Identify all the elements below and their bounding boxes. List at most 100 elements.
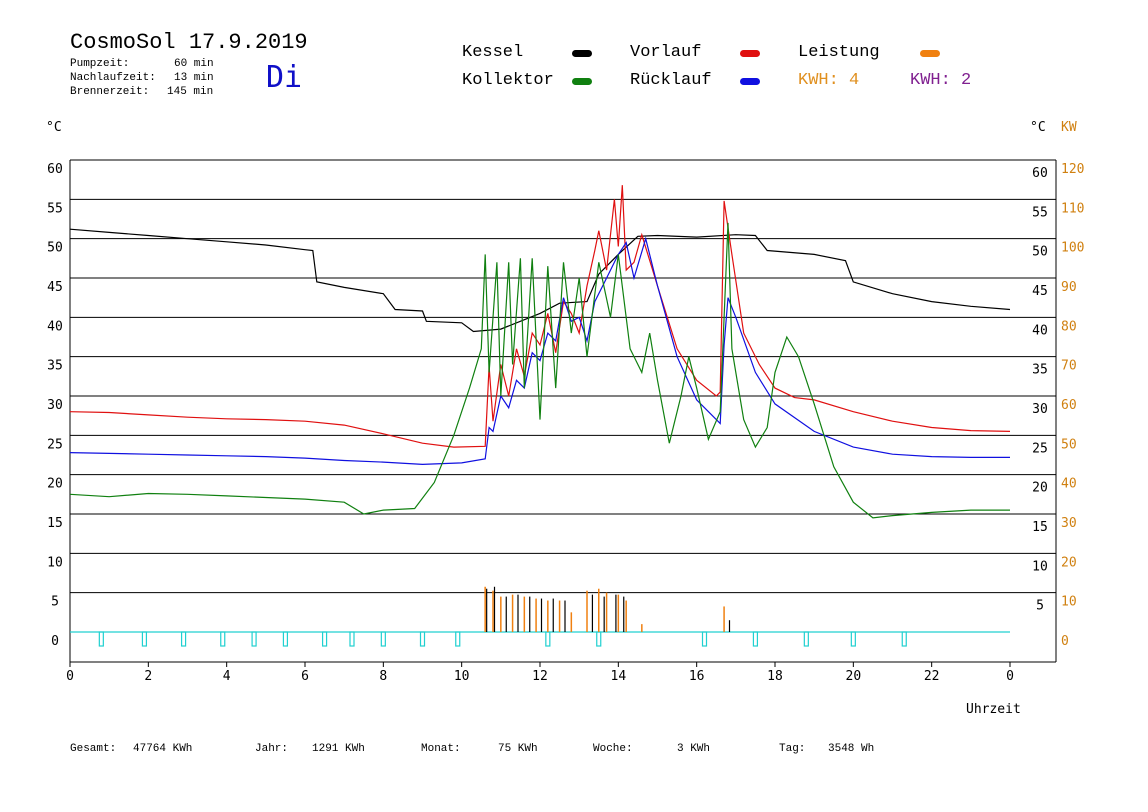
pump-pulse (321, 631, 328, 647)
y-tick-label-right-c: 15 (1032, 520, 1048, 535)
pump-pulse (98, 631, 104, 647)
x-tick-label: 0 (66, 669, 74, 684)
x-tick-label: 4 (223, 669, 231, 684)
footer-jahr-label: Jahr: (255, 743, 289, 755)
legend-leistung-label: Leistung (798, 43, 880, 62)
x-tick-label: 0 (1006, 669, 1014, 684)
legend-kollektor-label: Kollektor (462, 71, 554, 90)
pump-pulse (752, 631, 759, 647)
nachlaufzeit-value: 13 min (174, 72, 214, 84)
pump-pulse (282, 631, 289, 647)
pump-pulse (180, 631, 187, 647)
y-tick-label-left: 10 (47, 555, 63, 570)
x-tick-label: 20 (846, 669, 862, 684)
footer-tag-value: 3548 Wh (828, 743, 875, 755)
pump-pulse (349, 631, 355, 647)
legend-kollektor-swatch (572, 78, 592, 85)
y-tick-label-right-c: 45 (1032, 284, 1048, 299)
y-tick-label-left: 45 (47, 280, 63, 295)
x-tick-label: 2 (144, 669, 152, 684)
legend-leistung-swatch (920, 50, 940, 57)
legend-ruecklauf-swatch (740, 78, 760, 85)
y-tick-label-right-kw: 120 (1061, 162, 1084, 177)
y-tick-label-right-kw: 10 (1061, 595, 1077, 610)
y-tick-label-right-c: 55 (1032, 205, 1048, 220)
y-tick-label-left: 25 (47, 437, 63, 452)
pump-pulse (251, 631, 257, 647)
footer-woche-value: 3 KWh (677, 743, 711, 755)
pump-pulse (803, 631, 809, 647)
weekday-label: Di (266, 60, 303, 95)
pump-pulse (419, 631, 426, 647)
y-tick-label-right-c: 30 (1032, 402, 1048, 417)
pump-pulse (455, 631, 461, 647)
y-tick-label-right-c: 25 (1032, 441, 1048, 456)
footer-woche-label: Woche: (593, 743, 633, 755)
pump-pulse (380, 631, 386, 647)
x-tick-label: 6 (301, 669, 309, 684)
y-tick-label-left: 15 (47, 516, 63, 531)
y-tick-label-left: 30 (47, 398, 63, 413)
pump-pulse (141, 631, 148, 647)
nachlaufzeit-label: Nachlaufzeit: (70, 72, 156, 84)
brennerzeit-label: Brennerzeit: (70, 86, 150, 98)
x-tick-label: 12 (532, 669, 548, 684)
y-tick-label-right-c: 60 (1032, 166, 1048, 181)
y-tick-label-right-kw: 80 (1061, 319, 1077, 334)
legend-vorlauf-swatch (740, 50, 760, 57)
series-vorlauf (69, 185, 1011, 448)
footer-gesamt-label: Gesamt: (70, 743, 117, 755)
footer-tag-label: Tag: (779, 743, 806, 755)
pump-pulse (596, 631, 602, 647)
y-tick-label-right-c: 35 (1032, 363, 1048, 378)
brennerzeit-value: 145 min (167, 86, 214, 98)
footer-jahr-value: 1291 KWh (312, 743, 365, 755)
right-axis-unit-c: °C (1030, 120, 1046, 135)
y-tick-label-right-kw: 110 (1061, 201, 1084, 216)
y-tick-label-right-kw: 70 (1061, 359, 1077, 374)
legend-vorlauf-label: Vorlauf (630, 43, 702, 62)
y-tick-label-left: 50 (47, 241, 63, 256)
pump-pulse (220, 631, 226, 647)
x-tick-label: 18 (767, 669, 783, 684)
y-tick-label-left: 35 (47, 359, 63, 374)
pump-pulse (545, 631, 551, 647)
footer-monat-value: 75 KWh (498, 743, 538, 755)
series-kollektor (69, 222, 1010, 519)
legend-kessel-swatch (572, 50, 592, 57)
y-tick-label-right-kw: 0 (1061, 634, 1069, 649)
y-tick-label-left: 20 (47, 477, 63, 492)
legend-kwh1-label: KWH: 4 (798, 71, 860, 90)
footer-monat-label: Monat: (421, 743, 461, 755)
x-tick-label: 16 (689, 669, 705, 684)
x-tick-label: 10 (454, 669, 470, 684)
y-tick-label-left: 60 (47, 162, 63, 177)
pump-pulse (901, 631, 907, 647)
pumpzeit-label: Pumpzeit: (70, 58, 130, 70)
y-tick-label-right-c: 20 (1032, 481, 1048, 496)
right-axis-unit-kw: KW (1061, 120, 1077, 135)
y-tick-label-right-kw: 40 (1061, 477, 1077, 492)
y-tick-label-right-kw: 20 (1061, 555, 1077, 570)
y-tick-label-right-c: 5 (1036, 599, 1044, 614)
y-tick-label-right-kw: 60 (1061, 398, 1077, 413)
series-kessel (69, 228, 1011, 333)
y-tick-label-right-c: 50 (1032, 245, 1048, 260)
series-ruecklauf (69, 236, 1010, 466)
y-tick-label-right-kw: 50 (1061, 437, 1077, 452)
x-tick-label: 8 (379, 669, 387, 684)
y-tick-label-left: 40 (47, 319, 63, 334)
y-tick-label-right-kw: 90 (1061, 280, 1077, 295)
x-axis-label: Uhrzeit (966, 702, 1021, 717)
legend-kessel-label: Kessel (462, 43, 524, 62)
y-tick-label-left: 0 (51, 634, 59, 649)
left-axis-unit: °C (46, 120, 62, 135)
legend-kwh2-label: KWH: 2 (910, 71, 972, 90)
y-tick-label-right-kw: 100 (1061, 241, 1084, 256)
y-tick-label-left: 55 (47, 201, 63, 216)
footer-gesamt-value: 47764 KWh (133, 743, 193, 755)
pump-pulse (850, 631, 856, 647)
y-tick-label-right-c: 40 (1032, 323, 1048, 338)
chart-title: CosmoSol 17.9.2019 (70, 30, 308, 55)
